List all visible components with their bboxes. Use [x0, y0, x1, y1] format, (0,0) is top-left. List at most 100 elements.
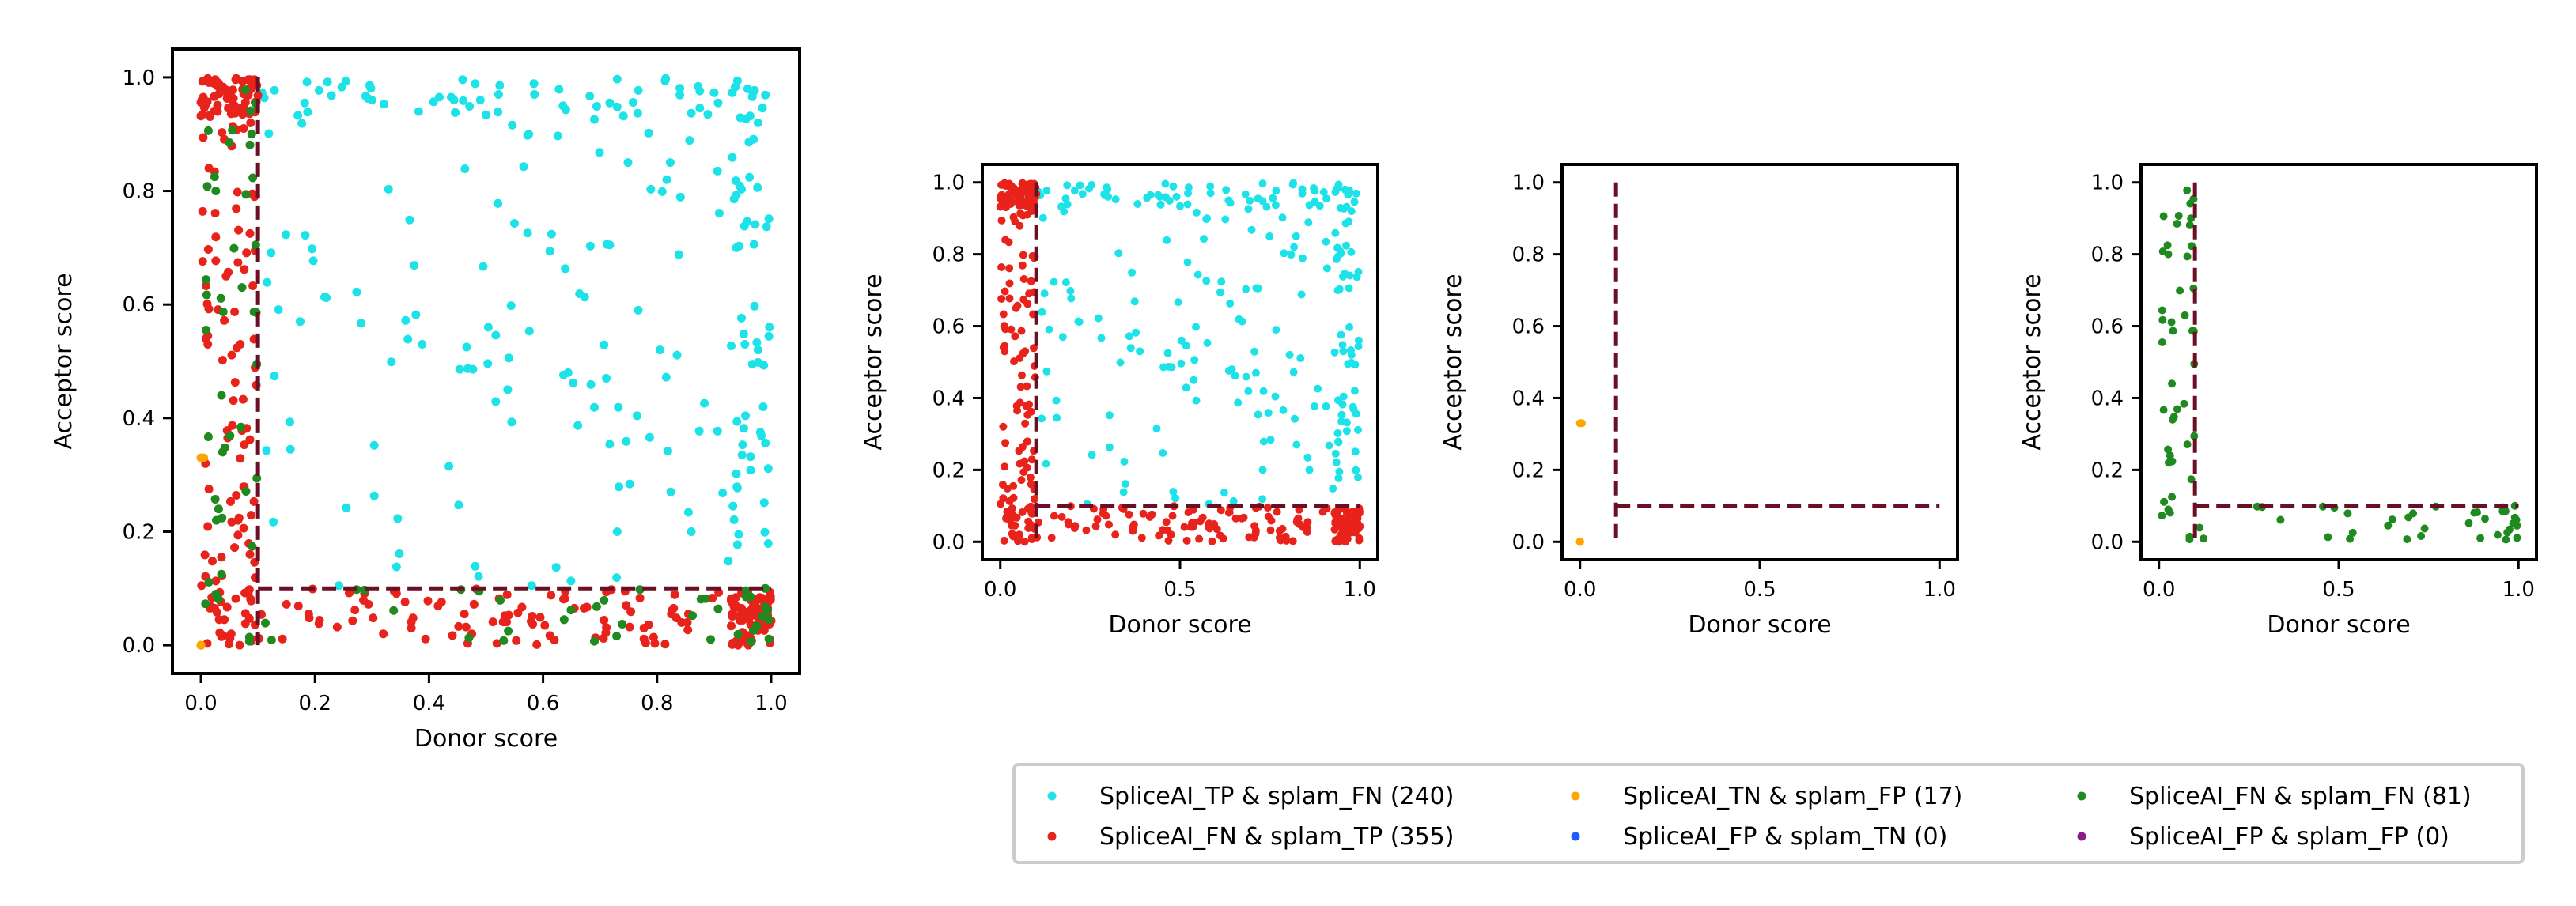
data-point-tp-fn — [1258, 495, 1267, 504]
data-point-tp-fn — [1345, 284, 1353, 293]
data-point-fn-tp — [210, 209, 220, 218]
data-point-fn-fn — [204, 577, 214, 587]
data-point-tp-fn — [545, 247, 554, 256]
axes-frame — [1560, 163, 1959, 561]
data-point-fn-tp — [222, 602, 232, 612]
data-point-fn-fn — [2159, 212, 2168, 221]
data-point-fn-fn — [2190, 432, 2199, 440]
data-point-fn-tp — [214, 78, 223, 88]
data-point-fn-tp — [236, 454, 245, 463]
data-point-fn-tp — [1025, 289, 1034, 298]
data-point-tp-fn — [1224, 196, 1233, 205]
data-point-fn-tp — [198, 257, 207, 266]
data-point-tp-fn — [474, 572, 483, 581]
data-point-tp-fn — [335, 581, 343, 591]
data-point-tp-fn — [274, 305, 283, 315]
data-point-fn-tp — [249, 496, 259, 506]
data-point-fn-tp — [1162, 518, 1171, 527]
data-point-tp-fn — [495, 81, 505, 90]
data-point-tp-fn — [1070, 187, 1079, 195]
data-point-tp-fn — [1206, 189, 1215, 198]
data-point-fn-tp — [1026, 473, 1035, 481]
data-point-fn-tp — [230, 308, 240, 316]
data-point-fn-tp — [1001, 236, 1010, 244]
data-point-tp-fn — [494, 90, 503, 99]
data-point-tp-fn — [1231, 372, 1239, 380]
data-point-fn-tp — [1027, 200, 1035, 209]
data-point-fn-tp — [547, 591, 556, 600]
data-point-fn-tp — [1000, 322, 1008, 330]
data-point-fn-tp — [278, 634, 287, 644]
panel-tn_fp: 0.0 0.5 1.0 0.0 0.2 0.4 0.6 0.8 1.0 Donor score Ac… — [1439, 163, 1959, 639]
data-point-fn-tp — [1019, 459, 1028, 467]
data-point-fn-tp — [198, 77, 207, 86]
data-point-fn-tp — [1263, 504, 1272, 512]
data-point-tp-fn — [655, 345, 664, 355]
data-point-tp-fn — [1305, 466, 1314, 474]
data-point-tp-fn — [602, 374, 611, 383]
data-point-fn-fn — [566, 606, 576, 615]
data-point-tp-fn — [675, 90, 685, 100]
data-point-tp-fn — [1192, 396, 1201, 405]
data-point-tp-fn — [731, 176, 740, 186]
data-point-fn-tp — [461, 622, 471, 632]
data-point-fn-fn — [2173, 405, 2181, 413]
data-point-tp-fn — [342, 503, 351, 512]
data-point-tp-fn — [1174, 298, 1182, 307]
data-point-fn-tp — [667, 610, 676, 619]
data-point-fn-tp — [235, 640, 244, 650]
data-point-fn-fn — [2176, 286, 2184, 295]
data-point-tp-fn — [590, 402, 599, 412]
data-point-fn-fn — [761, 602, 770, 612]
data-point-fn-fn — [225, 431, 235, 440]
data-point-tp-fn — [1169, 488, 1178, 496]
data-point-tp-fn — [1352, 189, 1360, 198]
data-point-tp-fn — [380, 100, 388, 109]
data-point-tp-fn — [727, 342, 736, 351]
data-point-tp-fn — [625, 479, 634, 489]
data-point-fn-tp — [1205, 519, 1213, 528]
data-point-fn-fn — [240, 85, 250, 95]
data-point-fn-tp — [1105, 520, 1113, 529]
data-point-tp-fn — [605, 440, 615, 449]
data-point-tp-fn — [1076, 181, 1084, 190]
data-point-tp-fn — [337, 82, 346, 92]
data-point-fn-tp — [293, 602, 303, 610]
data-point-tp-fn — [1264, 409, 1273, 417]
x-tick-label: 1.0 — [755, 692, 787, 715]
data-point-tp-fn — [1182, 342, 1190, 350]
data-point-tp-fn — [1251, 368, 1260, 377]
data-point-fn-tp — [197, 581, 206, 591]
data-point-fn-fn — [203, 432, 213, 441]
data-point-tp-fn — [740, 340, 750, 349]
data-point-tp-fn — [482, 110, 490, 119]
data-point-tp-fn — [657, 187, 667, 196]
data-point-tp-fn — [646, 184, 656, 194]
data-point-tp-fn — [695, 104, 705, 113]
data-point-fn-tp — [1082, 526, 1091, 534]
data-point-fn-tp — [239, 124, 248, 133]
x-tick-label: 0.8 — [641, 692, 673, 715]
data-point-tp-fn — [764, 331, 774, 341]
legend-box — [1012, 763, 2525, 864]
data-point-fn-fn — [244, 632, 254, 642]
data-point-tp-fn — [270, 85, 279, 95]
data-point-fn-tp — [492, 639, 501, 648]
data-point-tp-fn — [1350, 387, 1359, 395]
data-point-tp-fn — [763, 464, 773, 474]
data-point-fn-tp — [737, 603, 746, 613]
data-point-fn-tp — [1355, 534, 1364, 542]
data-point-fn-fn — [2409, 509, 2418, 518]
data-point-tp-fn — [1061, 278, 1070, 287]
data-point-tp-fn — [395, 549, 404, 558]
data-point-fn-tp — [1047, 534, 1056, 542]
data-point-tp-fn — [1159, 363, 1168, 372]
series-tn-fp — [1575, 419, 1586, 546]
data-point-tp-fn — [1344, 360, 1352, 368]
data-point-fn-tp — [1021, 347, 1030, 356]
data-point-fn-fn — [2158, 338, 2166, 346]
data-point-fn-tp — [1216, 506, 1225, 515]
data-point-tp-fn — [759, 498, 769, 508]
data-point-tp-fn — [507, 417, 516, 427]
